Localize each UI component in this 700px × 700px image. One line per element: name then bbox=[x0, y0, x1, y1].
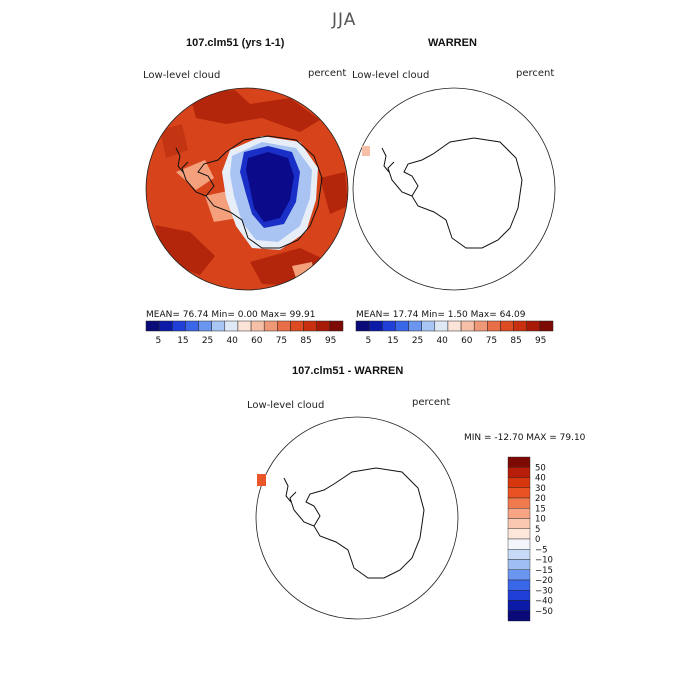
panel1-colorbar-tick-label: 75 bbox=[276, 336, 287, 346]
panel2-colorbar-swatch bbox=[527, 321, 540, 331]
panel3-colorbar-tick-label: 15 bbox=[535, 504, 546, 514]
panel3-colorbar-swatch bbox=[508, 549, 530, 559]
panel3-colorbar-swatch bbox=[508, 611, 530, 621]
panel1-colorbar-swatch bbox=[185, 321, 198, 331]
panel2-colorbar-swatch bbox=[514, 321, 527, 331]
panel3-colorbar-swatch bbox=[508, 570, 530, 580]
panel2-colorbar-swatch bbox=[382, 321, 395, 331]
panel3-colorbar-tick-label: −5 bbox=[535, 545, 548, 555]
panel1-colorbar: 5 15 25 40 60 75 85 95 bbox=[146, 321, 343, 346]
panel3-colorbar-tick-label: −10 bbox=[535, 556, 553, 566]
panel3-colorbar-swatch bbox=[508, 457, 530, 467]
panel2-colorbar-swatch bbox=[422, 321, 435, 331]
panel1-colorbar-swatch bbox=[317, 321, 330, 331]
panel3-colorbar-tick-label: 20 bbox=[535, 494, 546, 504]
panel2-colorbar-tick-label: 60 bbox=[461, 336, 473, 346]
panel1-map bbox=[146, 88, 348, 290]
panel1-colorbar-swatch bbox=[304, 321, 317, 331]
panel3-colorbar-swatch bbox=[508, 601, 530, 611]
panel3-map bbox=[256, 417, 458, 619]
panel2-colorbar-tick-label: 15 bbox=[387, 336, 398, 346]
panel2-colorbar-tick-label: 95 bbox=[535, 336, 546, 346]
panel1-colorbar-swatch bbox=[290, 321, 303, 331]
panel2-colorbar-swatch bbox=[409, 321, 422, 331]
panel1-colorbar-swatch bbox=[172, 321, 185, 331]
panel2-colorbar-swatch bbox=[487, 321, 500, 331]
panel2-colorbar-tick-label: 85 bbox=[510, 336, 521, 346]
panel2-map bbox=[353, 88, 555, 290]
panel3-colorbar-swatch bbox=[508, 498, 530, 508]
panel1-colorbar-swatch bbox=[251, 321, 264, 331]
panel3-colorbar-swatch bbox=[508, 519, 530, 529]
panel1-colorbar-swatch bbox=[264, 321, 277, 331]
panel2-colorbar-swatch bbox=[435, 321, 448, 331]
panel1-colorbar-swatch bbox=[238, 321, 251, 331]
panel2-colorbar-tick-label: 75 bbox=[486, 336, 497, 346]
panel3-colorbar-swatch bbox=[508, 529, 530, 539]
panel1-colorbar-tick-label: 5 bbox=[155, 336, 161, 346]
panel3-colorbar-swatch bbox=[508, 478, 530, 488]
panel3-colorbar-swatch bbox=[508, 488, 530, 498]
panel1-colorbar-tick-label: 15 bbox=[177, 336, 188, 346]
panel2-colorbar-swatch bbox=[500, 321, 513, 331]
panel3-colorbar-tick-label: −50 bbox=[535, 607, 553, 617]
panel3-colorbar-swatch bbox=[508, 508, 530, 518]
panel2-colorbar: 5 15 25 40 60 75 85 95 bbox=[356, 321, 553, 346]
panel3-colorbar-tick-label: 0 bbox=[535, 535, 540, 545]
panel2-colorbar-swatch bbox=[369, 321, 382, 331]
panel3-colorbar-tick-label: −30 bbox=[535, 586, 553, 596]
panel3-colorbar-tick-label: 50 bbox=[535, 463, 546, 473]
panel1-colorbar-tick-label: 85 bbox=[300, 336, 311, 346]
panel3-colorbar-swatch bbox=[508, 580, 530, 590]
panel3-colorbar-tick-label: −20 bbox=[535, 576, 553, 586]
panel3-colorbar-tick-label: 40 bbox=[535, 474, 546, 484]
panel1-colorbar-swatch bbox=[199, 321, 212, 331]
panel3-colorbar-swatch bbox=[508, 539, 530, 549]
panel1-colorbar-swatch bbox=[159, 321, 172, 331]
panel2-colorbar-swatch bbox=[474, 321, 487, 331]
panel1-colorbar-swatch bbox=[225, 321, 238, 331]
panel1-colorbar-swatch bbox=[277, 321, 290, 331]
panel1-colorbar-tick-label: 95 bbox=[325, 336, 336, 346]
panel3-colorbar-tick-label: 10 bbox=[535, 515, 546, 525]
panel1-colorbar-swatch bbox=[212, 321, 225, 331]
panel3-colorbar-tick-label: −40 bbox=[535, 597, 553, 607]
panel2-colorbar-swatch bbox=[356, 321, 369, 331]
panel3-colorbar-swatch bbox=[508, 590, 530, 600]
panel3-colorbar-swatch bbox=[508, 560, 530, 570]
panel3-colorbar-tick-label: 30 bbox=[535, 484, 546, 494]
panel2-colorbar-tick-label: 40 bbox=[436, 336, 448, 346]
panel2-colorbar-swatch bbox=[395, 321, 408, 331]
panel1-colorbar-tick-label: 25 bbox=[202, 336, 213, 346]
panel3-colorbar-tick-label: 5 bbox=[535, 525, 540, 535]
panel2-colorbar-swatch bbox=[461, 321, 474, 331]
panel2-colorbar-swatch bbox=[448, 321, 461, 331]
panel1-colorbar-tick-label: 40 bbox=[226, 336, 238, 346]
panel2-colorbar-tick-label: 25 bbox=[412, 336, 423, 346]
panel3-colorbar-tick-label: −15 bbox=[535, 566, 553, 576]
panel1-colorbar-swatch bbox=[330, 321, 343, 331]
panel2-colorbar-tick-label: 5 bbox=[365, 336, 371, 346]
panel3-colorbar-swatch bbox=[508, 467, 530, 477]
panel1-colorbar-tick-label: 60 bbox=[251, 336, 263, 346]
panel2-colorbar-swatch bbox=[540, 321, 553, 331]
panel1-colorbar-swatch bbox=[146, 321, 159, 331]
